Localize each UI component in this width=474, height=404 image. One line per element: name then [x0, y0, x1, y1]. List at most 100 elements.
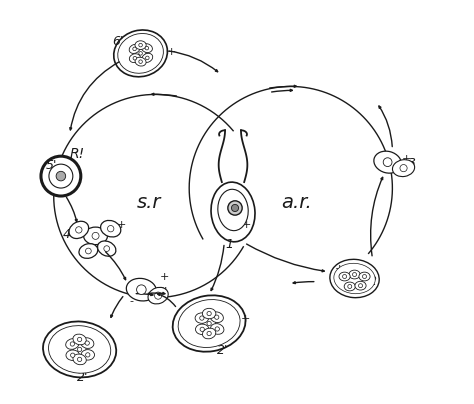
Circle shape: [145, 46, 149, 50]
Circle shape: [146, 56, 149, 60]
Ellipse shape: [195, 313, 209, 324]
Circle shape: [49, 164, 73, 188]
Circle shape: [133, 47, 137, 50]
Ellipse shape: [81, 338, 94, 348]
Circle shape: [56, 171, 66, 181]
Circle shape: [155, 292, 162, 299]
Circle shape: [139, 52, 142, 55]
Text: 2': 2': [217, 344, 228, 357]
Circle shape: [231, 204, 238, 212]
Text: 3: 3: [408, 157, 416, 170]
Ellipse shape: [79, 244, 98, 259]
Text: +: +: [402, 154, 411, 164]
Ellipse shape: [218, 189, 248, 231]
Text: +: +: [167, 46, 177, 57]
Ellipse shape: [73, 354, 86, 365]
Circle shape: [77, 337, 82, 342]
Ellipse shape: [142, 54, 153, 62]
Ellipse shape: [196, 324, 209, 335]
Text: +: +: [159, 272, 169, 282]
Ellipse shape: [43, 322, 116, 377]
Ellipse shape: [98, 241, 116, 256]
Ellipse shape: [100, 221, 121, 237]
Circle shape: [207, 321, 211, 326]
Circle shape: [363, 274, 366, 278]
Circle shape: [137, 285, 146, 295]
Ellipse shape: [211, 182, 255, 242]
Circle shape: [92, 232, 99, 240]
Text: +: +: [117, 220, 126, 230]
Ellipse shape: [202, 328, 216, 339]
Ellipse shape: [349, 270, 360, 279]
Text: 3': 3': [157, 286, 169, 299]
Ellipse shape: [73, 344, 86, 355]
Ellipse shape: [359, 272, 370, 281]
Circle shape: [139, 60, 142, 63]
Circle shape: [77, 357, 82, 362]
Ellipse shape: [135, 57, 146, 66]
Ellipse shape: [178, 299, 240, 347]
Text: 1: 1: [225, 238, 233, 251]
Circle shape: [215, 327, 219, 331]
Text: +: +: [241, 314, 250, 324]
Circle shape: [76, 227, 82, 233]
Circle shape: [85, 341, 90, 345]
Circle shape: [77, 347, 82, 351]
Text: 2: 2: [369, 275, 377, 288]
Circle shape: [343, 274, 346, 278]
Ellipse shape: [69, 221, 89, 238]
Text: 5': 5': [46, 159, 57, 173]
Text: -: -: [103, 354, 108, 363]
Text: 6': 6': [113, 35, 124, 48]
Circle shape: [215, 315, 219, 319]
Text: s.r: s.r: [137, 192, 162, 212]
Ellipse shape: [48, 326, 111, 373]
Circle shape: [228, 201, 242, 215]
Circle shape: [400, 164, 407, 172]
Ellipse shape: [210, 324, 224, 334]
Circle shape: [353, 273, 356, 276]
Ellipse shape: [334, 263, 375, 294]
Ellipse shape: [210, 312, 223, 322]
Circle shape: [71, 353, 75, 358]
Circle shape: [104, 246, 109, 251]
Ellipse shape: [374, 151, 401, 173]
Circle shape: [200, 327, 204, 331]
Ellipse shape: [127, 278, 156, 301]
Circle shape: [348, 284, 352, 288]
Circle shape: [41, 156, 81, 196]
Ellipse shape: [118, 34, 164, 73]
Ellipse shape: [148, 287, 168, 304]
Circle shape: [358, 284, 363, 288]
Ellipse shape: [392, 160, 415, 177]
Circle shape: [207, 331, 211, 336]
Circle shape: [133, 57, 137, 60]
Ellipse shape: [114, 30, 167, 77]
Ellipse shape: [66, 350, 79, 360]
Ellipse shape: [202, 308, 216, 319]
Circle shape: [86, 353, 90, 357]
Circle shape: [139, 43, 142, 47]
Circle shape: [207, 311, 211, 316]
Ellipse shape: [129, 54, 140, 63]
Circle shape: [383, 158, 392, 166]
Ellipse shape: [344, 282, 356, 291]
Text: a.r.: a.r.: [282, 192, 312, 212]
Text: +: +: [242, 220, 252, 230]
Ellipse shape: [142, 44, 152, 53]
Circle shape: [200, 316, 204, 320]
Ellipse shape: [173, 295, 246, 352]
Text: R!: R!: [70, 147, 85, 161]
Circle shape: [108, 225, 114, 232]
Text: 2': 2': [77, 370, 88, 383]
Ellipse shape: [202, 318, 216, 329]
Circle shape: [85, 248, 91, 254]
Ellipse shape: [129, 44, 140, 53]
Ellipse shape: [355, 281, 366, 290]
Ellipse shape: [135, 40, 146, 50]
Text: -: -: [129, 296, 133, 305]
Ellipse shape: [81, 349, 94, 360]
Ellipse shape: [66, 339, 79, 349]
Text: +: +: [335, 264, 344, 274]
Ellipse shape: [339, 272, 350, 281]
